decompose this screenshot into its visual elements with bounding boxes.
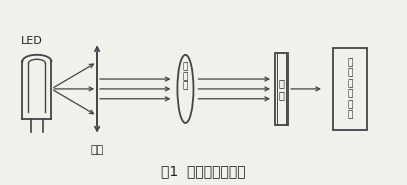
Text: 图1  光路结构示意图: 图1 光路结构示意图 xyxy=(161,165,246,179)
Text: 滤
光
片: 滤 光 片 xyxy=(183,62,188,90)
Text: 样
品: 样 品 xyxy=(279,78,285,100)
Bar xyxy=(333,48,367,130)
Text: 透
射
光
探
测
器: 透 射 光 探 测 器 xyxy=(347,58,353,119)
Text: 透镜: 透镜 xyxy=(90,144,104,154)
Bar xyxy=(276,53,288,125)
Text: LED: LED xyxy=(20,36,42,46)
